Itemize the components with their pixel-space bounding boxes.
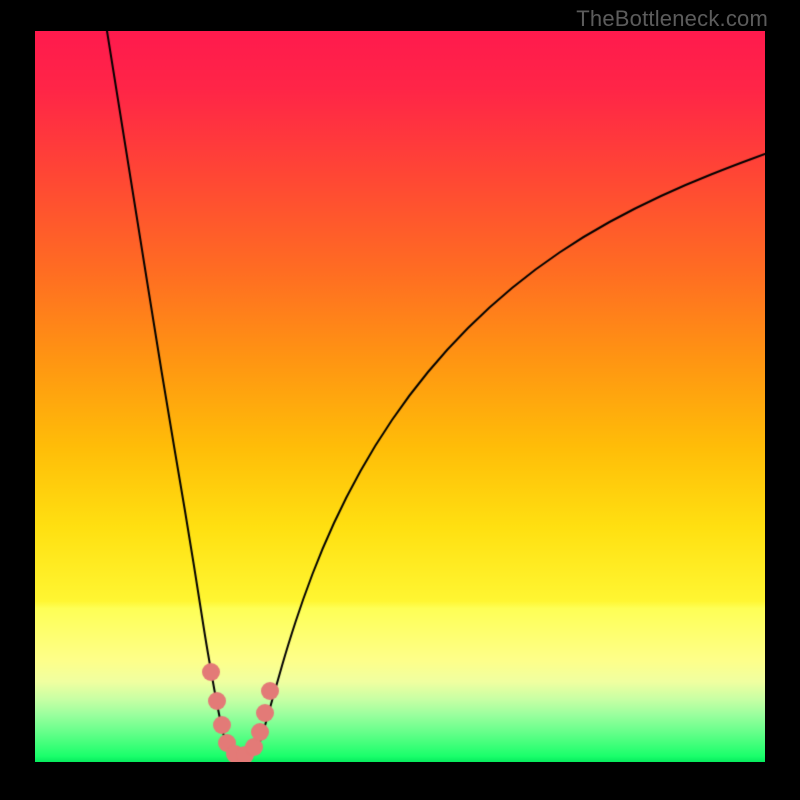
plot-area — [35, 31, 765, 762]
watermark-text: TheBottleneck.com — [576, 6, 768, 32]
chart-root: TheBottleneck.com — [0, 0, 800, 800]
curve-canvas — [35, 31, 765, 762]
